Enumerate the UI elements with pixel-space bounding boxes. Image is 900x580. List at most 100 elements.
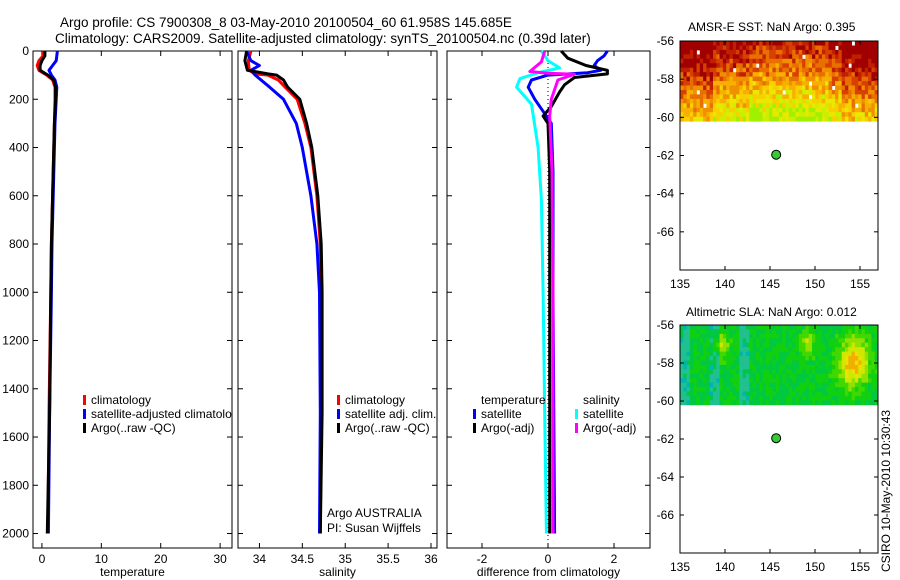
heatmap-cell xyxy=(805,54,810,60)
heatmap-cell xyxy=(686,382,691,388)
heatmap-cell xyxy=(775,112,780,118)
heatmap-cell xyxy=(795,54,800,60)
heatmap-cell xyxy=(821,49,826,55)
heatmap-cell xyxy=(785,72,790,78)
heatmap-cell xyxy=(864,76,869,82)
heatmap-cell xyxy=(838,49,843,55)
heatmap-cell xyxy=(845,67,849,73)
y-tick-label: -64 xyxy=(657,470,675,484)
heatmap-cell xyxy=(749,333,753,339)
heatmap-cell xyxy=(683,364,687,370)
heatmap-cell xyxy=(752,387,757,392)
heatmap-cell xyxy=(739,94,744,100)
heatmap-cell xyxy=(785,369,790,375)
heatmap-cell xyxy=(706,351,711,357)
heatmap-cell xyxy=(729,351,734,357)
heatmap-cell xyxy=(775,63,780,69)
heatmap-cell xyxy=(729,103,734,109)
heatmap-cell xyxy=(845,81,849,86)
heatmap-cell xyxy=(868,81,872,86)
heatmap-cell xyxy=(755,364,760,370)
heatmap-cell xyxy=(775,325,780,330)
heatmap-cell xyxy=(821,342,826,348)
heatmap-cell xyxy=(769,351,773,357)
heatmap-cell xyxy=(792,54,796,60)
heatmap-cell xyxy=(719,325,724,330)
heatmap-cell xyxy=(802,72,806,78)
y-tick-label: -66 xyxy=(657,225,675,239)
heatmap-cell xyxy=(792,112,796,118)
heatmap-cell xyxy=(703,325,707,330)
heatmap-cell xyxy=(792,94,796,100)
heatmap-cell xyxy=(683,116,687,122)
heatmap-cell xyxy=(722,360,727,366)
heatmap-cell xyxy=(680,369,684,375)
heatmap-cell xyxy=(752,325,757,330)
heatmap-cell xyxy=(812,45,816,51)
y-tick-label: 1800 xyxy=(2,478,29,492)
heatmap-cell xyxy=(854,112,859,118)
heatmap-cell xyxy=(765,54,770,60)
heatmap-cell xyxy=(759,45,763,51)
heatmap-cell xyxy=(726,325,730,330)
heatmap-cell xyxy=(782,400,786,406)
heatmap-cell xyxy=(686,329,691,335)
heatmap-cell xyxy=(736,81,740,86)
heatmap-cell xyxy=(713,90,717,95)
heatmap-cell xyxy=(755,45,760,51)
series-line-satellite-adj-clim- xyxy=(245,50,322,534)
heatmap-cell xyxy=(752,347,757,352)
heatmap-cell xyxy=(838,85,843,91)
heatmap-cell xyxy=(736,391,740,397)
heatmap-cell xyxy=(861,54,866,60)
heatmap-cell xyxy=(845,54,849,60)
heatmap-cell xyxy=(752,360,757,366)
heatmap-cell xyxy=(716,81,720,86)
heatmap-cell xyxy=(854,49,859,55)
heatmap-cell xyxy=(680,387,684,392)
heatmap-cell xyxy=(825,72,829,78)
heatmap-cell xyxy=(746,325,750,330)
heatmap-cell xyxy=(739,347,744,352)
heatmap-cell xyxy=(769,364,773,370)
heatmap-cell xyxy=(854,41,859,46)
heatmap-cell xyxy=(821,98,826,104)
heatmap-cell xyxy=(722,45,727,51)
heatmap-cell xyxy=(762,94,767,100)
heatmap-cell xyxy=(689,373,694,379)
heatmap-cell xyxy=(759,107,763,113)
heatmap-cell xyxy=(845,360,849,366)
heatmap-cell xyxy=(726,58,730,64)
heatmap-cell xyxy=(749,49,753,55)
x-axis-label: difference from climatology xyxy=(477,565,620,579)
heatmap-cell xyxy=(805,63,810,69)
heatmap-cell xyxy=(683,103,687,109)
heatmap-cell xyxy=(831,373,836,379)
heatmap-cell xyxy=(696,63,701,69)
heatmap-cell xyxy=(716,364,720,370)
heatmap-cell xyxy=(848,378,852,383)
heatmap-cell xyxy=(729,382,734,388)
heatmap-cell xyxy=(736,116,740,122)
heatmap-cell xyxy=(792,333,796,339)
heatmap-cell xyxy=(749,116,753,122)
heatmap-cell xyxy=(749,364,753,370)
heatmap-cell xyxy=(821,400,826,406)
heatmap-cell xyxy=(838,90,843,95)
heatmap-cell xyxy=(874,373,879,379)
heatmap-cell xyxy=(719,338,724,344)
heatmap-cell xyxy=(868,360,872,366)
heatmap-cell xyxy=(709,63,714,69)
heatmap-cell xyxy=(680,333,684,339)
heatmap-cell xyxy=(779,98,783,104)
heatmap-cell xyxy=(828,378,833,383)
heatmap-cell xyxy=(874,400,879,406)
heatmap-cell xyxy=(792,391,796,397)
heatmap-cell xyxy=(795,342,800,348)
heatmap-cell xyxy=(716,391,720,397)
heatmap-cell xyxy=(861,94,866,100)
heatmap-cell xyxy=(769,373,773,379)
heatmap-cell xyxy=(779,81,783,86)
heatmap-cell xyxy=(719,58,724,64)
heatmap-cell xyxy=(792,67,796,73)
